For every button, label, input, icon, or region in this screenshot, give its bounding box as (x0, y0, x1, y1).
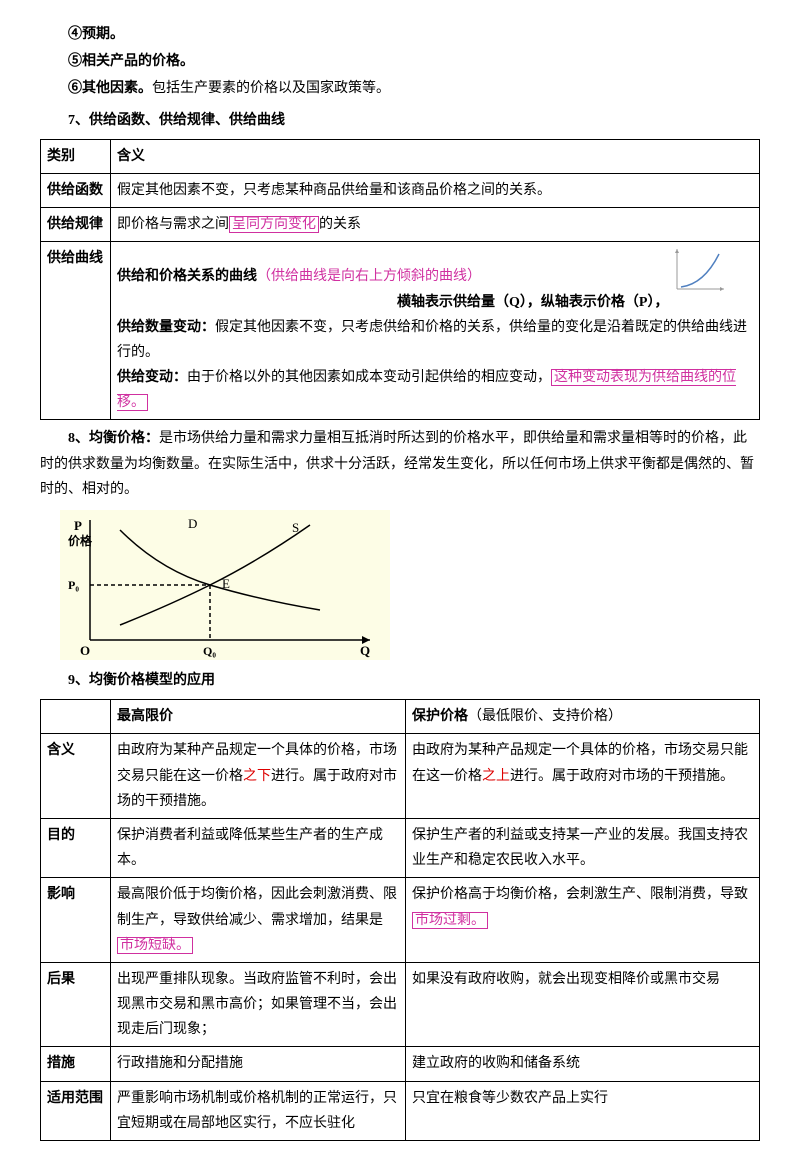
row-effect: 影响 (41, 878, 111, 963)
supply-function-text: 假定其他因素不变，只考虑某种商品供给量和该商品价格之间的关系。 (111, 173, 760, 207)
purpose-left: 保护消费者利益或降低某些生产者的生产成本。 (111, 818, 406, 877)
effect-right: 保护价格高于均衡价格，会刺激生产、限制消费，导致市场过剩。 (406, 878, 760, 963)
row-measure: 措施 (41, 1047, 111, 1081)
row-purpose: 目的 (41, 818, 111, 877)
row-supply-function: 供给函数 (41, 173, 111, 207)
svg-text:Q: Q (360, 643, 370, 658)
consequence-right: 如果没有政府收购，就会出现变相降价或黑市交易 (406, 962, 760, 1047)
col-meaning: 含义 (111, 139, 760, 173)
svg-text:D: D (188, 516, 197, 531)
equilibrium-graph: P 价格 P₀ D S E O Q₀ Q (60, 510, 390, 660)
row-supply-curve: 供给曲线 (41, 242, 111, 420)
section-7-title: 7、供给函数、供给规律、供给曲线 (40, 108, 760, 133)
meaning-right: 由政府为某种产品规定一个具体的价格，市场交易只能在这一价格之上进行。属于政府对市… (406, 734, 760, 819)
col-category: 类别 (41, 139, 111, 173)
effect-left: 最高限价低于均衡价格，因此会刺激消费、限制生产，导致供给减少、需求增加，结果是市… (111, 878, 406, 963)
svg-text:P₀: P₀ (68, 578, 79, 592)
intro-line-5: ⑤相关产品的价格。 (40, 49, 760, 74)
col-floor: 保护价格（最低限价、支持价格） (406, 700, 760, 734)
svg-text:O: O (80, 643, 90, 658)
price-model-table: 最高限价 保护价格（最低限价、支持价格） 含义 由政府为某种产品规定一个具体的价… (40, 699, 760, 1141)
measure-left: 行政措施和分配措施 (111, 1047, 406, 1081)
svg-text:价格: 价格 (68, 533, 93, 548)
intro-line-4: ④预期。 (40, 22, 760, 47)
row-supply-law: 供给规律 (41, 208, 111, 242)
svg-text:E: E (222, 576, 230, 591)
section-8: 8、均衡价格：是市场供给力量和需求力量相互抵消时所达到的价格水平，即供给量和需求… (40, 426, 760, 502)
svg-text:P: P (74, 518, 82, 533)
row-consequence: 后果 (41, 962, 111, 1047)
meaning-left: 由政府为某种产品规定一个具体的价格，市场交易只能在这一价格之下进行。属于政府对市… (111, 734, 406, 819)
intro-line-6: ⑥其他因素。包括生产要素的价格以及国家政策等。 (40, 76, 760, 101)
svg-text:S: S (292, 520, 299, 535)
supply-law-text: 即价格与需求之间呈同方向变化的关系 (111, 208, 760, 242)
supply-mini-graph (669, 244, 729, 294)
measure-right: 建立政府的收购和储备系统 (406, 1047, 760, 1081)
purpose-right: 保护生产者的利益或支持某一产业的发展。我国支持农业生产和稳定农民收入水平。 (406, 818, 760, 877)
consequence-left: 出现严重排队现象。当政府监管不利时，会出现黑市交易和黑市高价；如果管理不当，会出… (111, 962, 406, 1047)
section-9-title: 9、均衡价格模型的应用 (40, 668, 760, 693)
svg-text:Q₀: Q₀ (203, 644, 216, 658)
supply-curve-cell: 供给和价格关系的曲线（供给曲线是向右上方倾斜的曲线） 横轴表示供给量（Q），纵轴… (111, 242, 760, 420)
col-ceiling: 最高限价 (111, 700, 406, 734)
supply-table: 类别 含义 供给函数 假定其他因素不变，只考虑某种商品供给量和该商品价格之间的关… (40, 139, 760, 421)
row-meaning: 含义 (41, 734, 111, 819)
